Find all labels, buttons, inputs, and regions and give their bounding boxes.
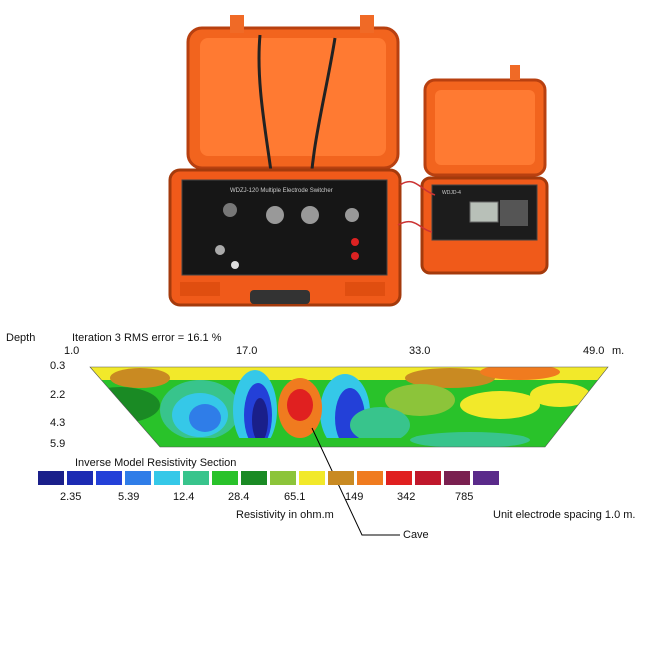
legend-swatch [241,471,267,485]
electrode-spacing: Unit electrode spacing 1.0 m. [493,509,636,521]
x-tick-3: 33.0 [409,345,431,357]
legend-swatch [473,471,499,485]
depth-tick-4: 5.9 [50,438,66,450]
iteration-text: Iteration 3 RMS error = 16.1 % [72,332,222,344]
instrument-panel-label: WDJD-4 [442,190,461,196]
x-tick-1: 1.0 [64,345,80,357]
depth-label: Depth [6,332,36,344]
depth-tick-3: 4.3 [50,417,66,429]
depth-tick-2: 2.2 [50,389,66,401]
legend-label: 149 [345,491,364,503]
legend-swatch [38,471,64,485]
legend-swatch [415,471,441,485]
legend-swatch [212,471,238,485]
legend-swatch [154,471,180,485]
switcher-panel-label: WDZJ-120 Multiple Electrode Switcher [230,188,333,194]
legend-label: 2.35 [60,491,82,503]
instrument-screen [469,201,499,223]
cave-pointer [311,427,400,536]
legend-label: 65.1 [284,491,306,503]
x-unit: m. [612,345,625,357]
x-tick-2: 17.0 [236,345,258,357]
depth-tick-1: 0.3 [50,360,66,372]
x-tick-4: 49.0 [583,345,605,357]
legend-swatch [67,471,93,485]
legend-swatch [96,471,122,485]
resistivity-unit: Resistivity in ohm.m [236,509,334,521]
legend-label: 5.39 [118,491,140,503]
cave-label: Cave [403,529,429,541]
legend-swatch [444,471,470,485]
legend-swatch [183,471,209,485]
legend-swatch [299,471,325,485]
legend-swatch [357,471,383,485]
legend-swatch [328,471,354,485]
section-title: Inverse Model Resistivity Section [75,457,237,469]
legend-label: 785 [455,491,474,503]
instrument-photo: WDZJ-120 Multiple Electrode Switcher WDJ… [168,15,549,307]
legend-swatch [270,471,296,485]
legend-swatch [125,471,151,485]
legend-label: 342 [397,491,416,503]
legend-swatch [386,471,412,485]
legend-label: 12.4 [173,491,195,503]
legend-label: 28.4 [228,491,250,503]
